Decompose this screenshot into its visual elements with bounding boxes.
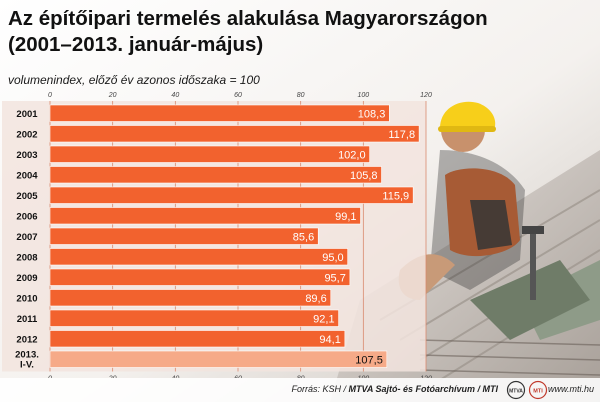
bar-value-label-10: 92,1 bbox=[313, 313, 334, 325]
mtva-logo-text: MTVA bbox=[509, 389, 523, 395]
bar-7 bbox=[49, 248, 348, 266]
bar-value-label-6: 85,6 bbox=[293, 231, 314, 243]
x-tick-label-bottom-40: 40 bbox=[171, 376, 179, 379]
bar-value-label-1: 117,8 bbox=[388, 129, 415, 141]
x-tick-label-top-120: 120 bbox=[420, 92, 432, 99]
bar-value-label-3: 105,8 bbox=[350, 170, 378, 182]
category-label-0: 2001 bbox=[16, 109, 38, 120]
website-link[interactable]: www.mti.hu bbox=[547, 384, 594, 394]
x-tick-label-bottom-20: 20 bbox=[108, 376, 117, 379]
bar-value-label-5: 99,1 bbox=[335, 211, 356, 223]
x-tick-label-bottom-100: 100 bbox=[357, 376, 369, 379]
x-tick-label-bottom-80: 80 bbox=[297, 376, 305, 379]
bar-0 bbox=[49, 104, 390, 122]
bar-9 bbox=[49, 289, 332, 307]
bar-value-label-11: 94,1 bbox=[319, 334, 340, 346]
category-label-9: 2010 bbox=[16, 293, 37, 304]
bar-10 bbox=[49, 309, 339, 327]
x-tick-label-top-40: 40 bbox=[171, 92, 179, 99]
x-tick-label-top-100: 100 bbox=[357, 92, 369, 99]
category-label-7: 2008 bbox=[16, 252, 37, 263]
bar-3 bbox=[49, 166, 382, 184]
bar-2 bbox=[49, 145, 370, 163]
source-prefix: Forrás: KSH / bbox=[291, 384, 349, 394]
chart-title: Az építőipari termelés alakulása Magyaro… bbox=[8, 6, 488, 58]
bar-value-label-7: 95,0 bbox=[322, 252, 343, 264]
x-tick-label-top-80: 80 bbox=[297, 92, 305, 99]
bar-chart: 0 0 20 20 40 40 60 60 80 80 100 100 120 120 108,3 2001 1… bbox=[2, 92, 432, 379]
bar-1 bbox=[49, 125, 420, 143]
category-label-2: 2003 bbox=[16, 150, 37, 161]
chart-title-line-2: (2001–2013. január-május) bbox=[8, 33, 264, 56]
category-label-5: 2006 bbox=[16, 211, 37, 222]
bar-8 bbox=[49, 268, 351, 286]
category-label-10: 2011 bbox=[17, 314, 38, 325]
category-label-12: 2013. I-V. bbox=[15, 349, 39, 370]
category-label-6: 2007 bbox=[16, 232, 37, 243]
category-label-1: 2002 bbox=[16, 129, 37, 140]
x-tick-label-bottom-0: 0 bbox=[48, 376, 52, 379]
category-label-11: 2012 bbox=[16, 334, 37, 345]
category-label-4: 2005 bbox=[16, 191, 38, 202]
source-credit: Forrás: KSH / MTVA Sajtó- és Fotóarchívu… bbox=[291, 384, 498, 394]
bar-value-label-4: 115,9 bbox=[382, 190, 409, 202]
x-tick-label-bottom-60: 60 bbox=[234, 376, 242, 379]
mti-logo: MTI bbox=[528, 380, 548, 400]
source-agency: MTVA Sajtó- és Fotóarchívum / MTI bbox=[348, 384, 498, 394]
x-tick-label-bottom-120: 120 bbox=[420, 376, 432, 379]
mtva-logo: MTVA bbox=[506, 380, 526, 400]
bar-value-label-8: 95,7 bbox=[324, 272, 345, 284]
bar-6 bbox=[49, 227, 319, 245]
x-tick-label-top-20: 20 bbox=[108, 92, 117, 99]
bar-5 bbox=[49, 207, 361, 225]
bar-4 bbox=[49, 186, 414, 204]
bar-value-label-2: 102,0 bbox=[338, 149, 366, 161]
bar-12 bbox=[49, 350, 388, 368]
bar-value-label-12: 107,5 bbox=[355, 354, 383, 366]
bar-value-label-0: 108,3 bbox=[358, 108, 386, 120]
category-label-8: 2009 bbox=[16, 273, 37, 284]
chart-subtitle: volumenindex, előző év azonos időszaka =… bbox=[8, 73, 260, 87]
x-tick-label-top-0: 0 bbox=[48, 92, 52, 99]
x-tick-label-top-60: 60 bbox=[234, 92, 242, 99]
category-label-3: 2004 bbox=[16, 170, 38, 181]
bar-11 bbox=[49, 330, 346, 348]
bar-value-label-9: 89,6 bbox=[305, 293, 326, 305]
footer: Forrás: KSH / MTVA Sajtó- és Fotóarchívu… bbox=[0, 378, 600, 402]
mti-logo-text: MTI bbox=[533, 389, 543, 395]
chart-title-line-1: Az építőipari termelés alakulása Magyaro… bbox=[8, 7, 488, 30]
